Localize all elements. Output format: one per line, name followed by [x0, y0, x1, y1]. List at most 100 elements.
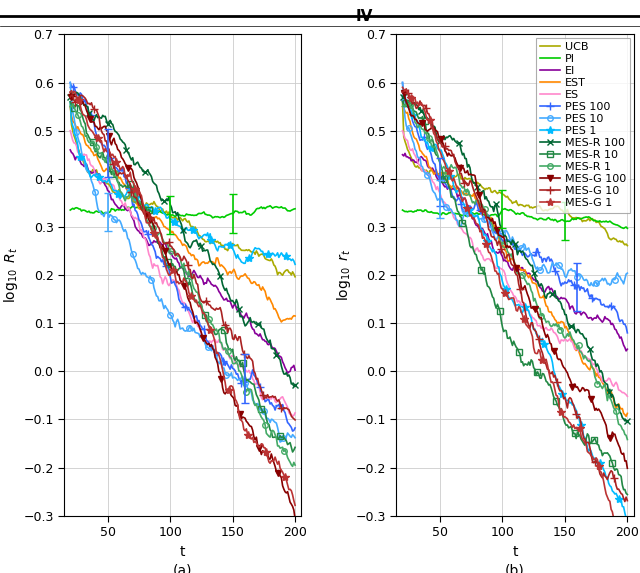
PI [620, 225, 627, 232]
PES 10 [461, 207, 469, 214]
PES 1 [622, 515, 630, 521]
MES-G 100 [290, 507, 298, 513]
MES-G 1 [291, 502, 299, 509]
PES 1 [253, 245, 260, 252]
EI [462, 198, 470, 205]
MES-G 1 [585, 449, 593, 456]
UCB [85, 169, 93, 176]
MES-R 1 [586, 357, 594, 364]
PES 100 [399, 79, 406, 86]
MES-G 100 [85, 114, 93, 121]
MES-G 10 [509, 262, 516, 269]
MES-G 10 [623, 497, 631, 504]
X-axis label: t: t [180, 545, 186, 559]
MES-G 10 [130, 193, 138, 200]
EI [399, 151, 406, 158]
EST [100, 168, 108, 175]
MES-R 1 [434, 151, 442, 158]
PI [586, 214, 594, 221]
PES 100 [433, 168, 440, 175]
Line: PES 10: PES 10 [400, 80, 630, 289]
MES-R 100 [399, 93, 406, 100]
MES-G 1 [130, 180, 138, 187]
MES-R 100 [67, 93, 74, 100]
EST [508, 256, 515, 262]
MES-R 100 [623, 418, 631, 425]
Line: EI: EI [70, 150, 295, 373]
Text: (b): (b) [505, 564, 525, 573]
Line: UCB: UCB [403, 102, 627, 246]
MES-G 10 [419, 102, 426, 109]
MES-R 100 [177, 218, 184, 225]
MES-R 10 [174, 267, 182, 274]
EST [433, 166, 440, 173]
MES-G 100 [506, 243, 514, 250]
ES [508, 288, 515, 295]
MES-G 10 [254, 375, 262, 382]
MES-G 1 [417, 99, 425, 106]
EST [291, 313, 299, 320]
PES 10 [417, 162, 425, 169]
PES 10 [433, 194, 440, 201]
MES-G 10 [621, 498, 628, 505]
Line: MES-G 100: MES-G 100 [67, 89, 298, 523]
MES-R 10 [404, 97, 412, 104]
PI [461, 212, 469, 219]
PES 10 [623, 270, 631, 277]
PES 100 [508, 240, 515, 246]
MES-G 100 [508, 246, 515, 253]
MES-G 10 [67, 93, 74, 100]
Line: EI: EI [403, 154, 627, 351]
PI [209, 214, 216, 221]
MES-G 10 [77, 92, 85, 99]
Line: MES-R 1: MES-R 1 [400, 100, 630, 442]
MES-R 10 [586, 441, 594, 448]
MES-R 10 [253, 391, 260, 398]
MES-G 1 [101, 145, 109, 152]
MES-R 1 [67, 103, 74, 110]
EI [85, 168, 93, 175]
PES 100 [253, 375, 260, 382]
PES 1 [508, 295, 515, 301]
MES-G 10 [175, 252, 183, 258]
MES-G 1 [86, 126, 94, 133]
MES-G 100 [585, 387, 593, 394]
ES [289, 413, 296, 420]
PI [433, 210, 440, 217]
Line: ES: ES [70, 131, 295, 417]
MES-R 10 [462, 223, 470, 230]
ES [585, 356, 593, 363]
UCB [67, 99, 74, 105]
ES [399, 127, 406, 134]
MES-R 1 [403, 100, 410, 107]
UCB [174, 217, 182, 223]
PES 10 [129, 250, 136, 257]
MES-R 10 [508, 338, 515, 345]
Line: MES-R 1: MES-R 1 [67, 101, 298, 469]
PI [623, 225, 631, 232]
MES-G 10 [434, 136, 442, 143]
PES 100 [585, 291, 593, 298]
PES 100 [85, 112, 93, 119]
EI [291, 367, 299, 374]
EI [623, 346, 631, 352]
EI [419, 155, 426, 162]
ES [174, 285, 182, 292]
PI [100, 210, 108, 217]
MES-R 100 [130, 161, 138, 168]
MES-R 1 [175, 252, 183, 259]
PES 10 [399, 79, 406, 86]
PI [417, 207, 425, 214]
PES 10 [508, 239, 515, 246]
MES-G 100 [67, 89, 74, 96]
MES-G 10 [508, 260, 515, 267]
Line: MES-R 10: MES-R 10 [400, 98, 630, 497]
Line: MES-R 100: MES-R 100 [399, 88, 631, 425]
PES 1 [100, 178, 108, 185]
MES-R 10 [434, 152, 442, 159]
EI [175, 260, 183, 266]
EI [434, 175, 442, 182]
MES-R 100 [404, 88, 412, 95]
ES [506, 286, 514, 293]
Line: MES-R 10: MES-R 10 [67, 99, 298, 455]
